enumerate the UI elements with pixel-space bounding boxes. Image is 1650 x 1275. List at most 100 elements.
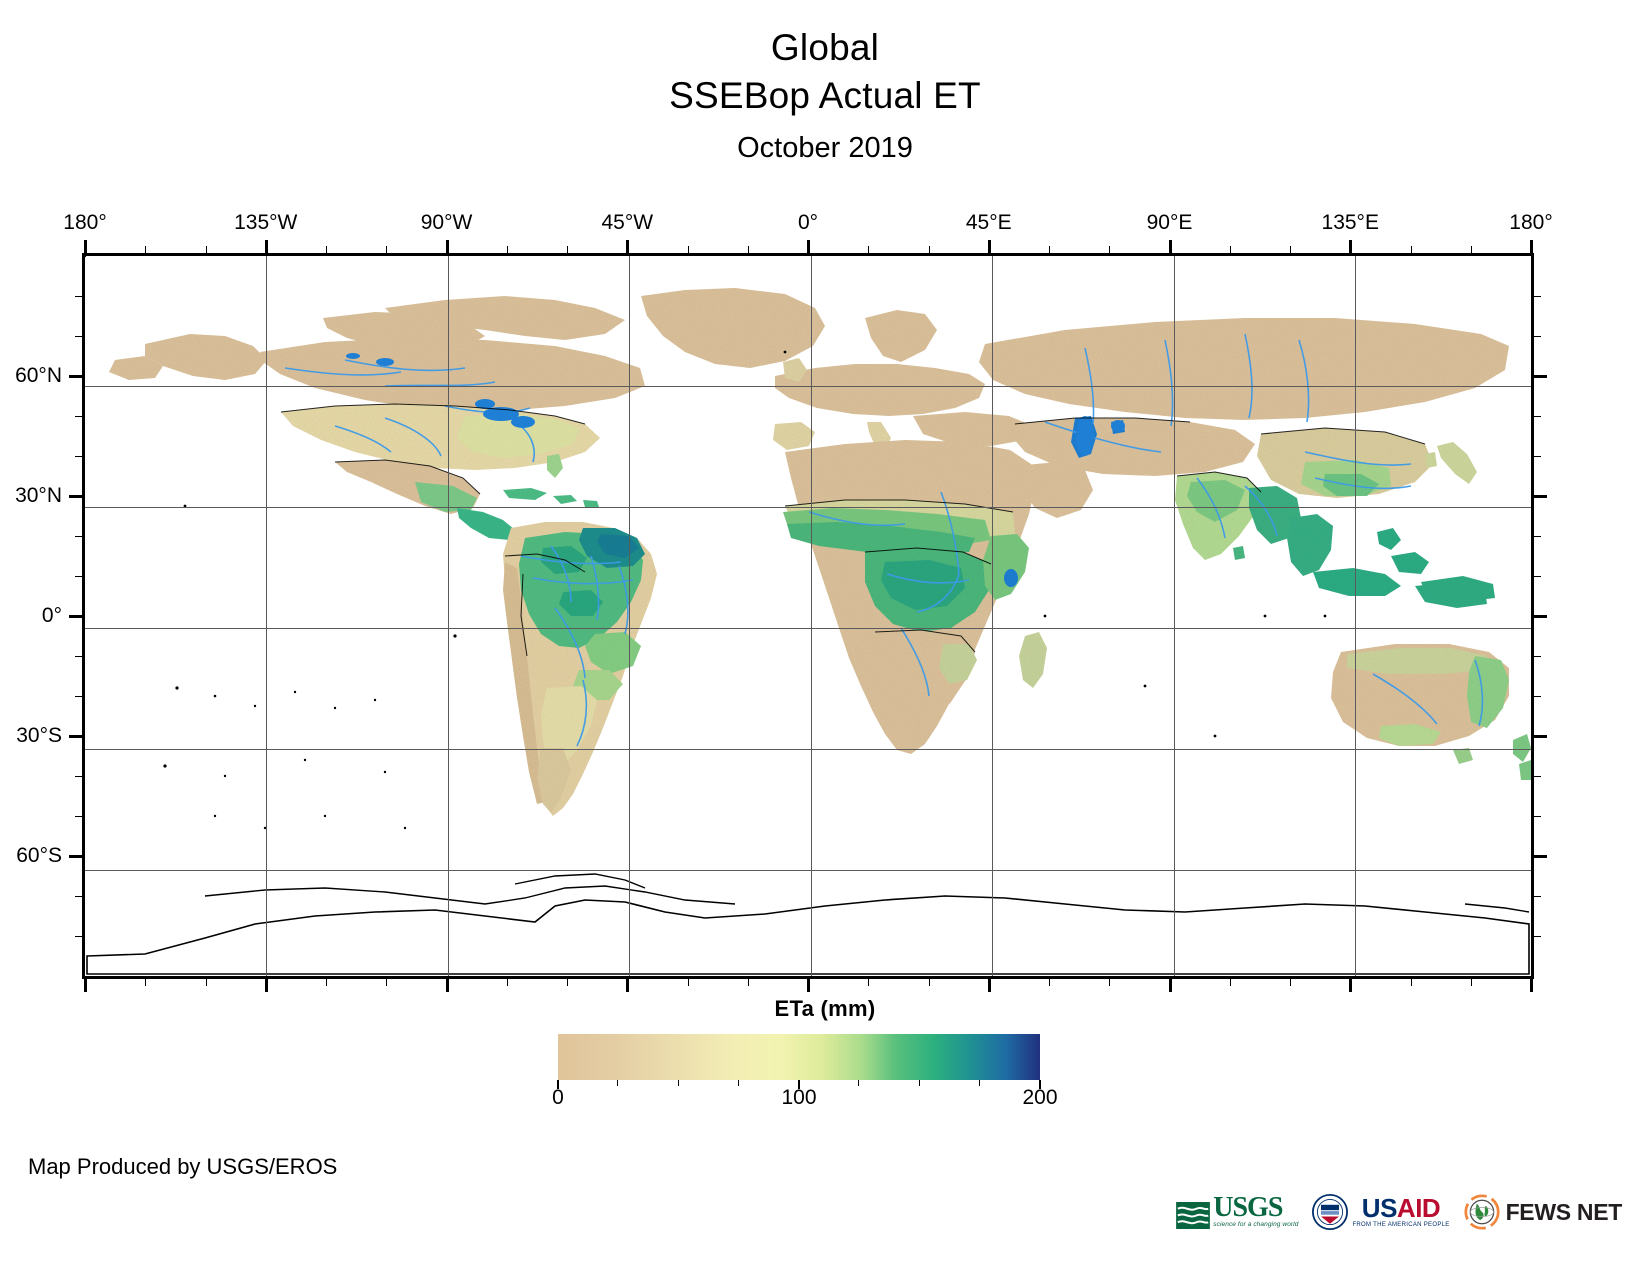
- lon-major-tick: [1168, 240, 1172, 253]
- lat-minor-tick: [75, 696, 82, 697]
- usaid-word-aid: AID: [1396, 1192, 1441, 1223]
- usaid-wordmark: USAID: [1361, 1192, 1441, 1223]
- lon-major-tick: [626, 240, 630, 253]
- usgs-tagline: science for a changing world: [1213, 1221, 1299, 1228]
- lat-major-tick: [1534, 855, 1547, 858]
- lat-minor-tick: [1534, 576, 1541, 577]
- gridline-lon-135: [1355, 256, 1356, 976]
- colorbar-major-tick: [557, 1080, 559, 1089]
- lon-major-tick: [807, 240, 810, 253]
- gridline-lat-60n: [85, 386, 1531, 387]
- lon-minor-tick: [386, 979, 388, 986]
- colorbar-minor-tick: [617, 1080, 619, 1086]
- lon-minor-tick: [1470, 246, 1472, 253]
- lat-minor-tick: [1534, 296, 1541, 297]
- lon-minor-tick: [386, 246, 388, 253]
- title-block: Global SSEBop Actual ET October 2019: [0, 24, 1650, 170]
- lat-minor-tick: [1534, 416, 1541, 417]
- lon-label: 0°: [797, 211, 819, 234]
- lat-minor-tick: [1534, 816, 1541, 817]
- lon-label: 45°E: [965, 211, 1012, 234]
- lat-major-tick: [69, 375, 82, 378]
- lat-label: 60°N: [15, 364, 62, 387]
- map-canvas: [85, 256, 1531, 976]
- lon-minor-tick: [1049, 246, 1050, 253]
- lon-minor-tick: [145, 246, 147, 253]
- lat-label: 60°S: [16, 844, 62, 867]
- lat-minor-tick: [1534, 336, 1541, 337]
- lat-major-tick: [69, 735, 82, 738]
- usgs-wordmark: USGS: [1213, 1192, 1283, 1223]
- lon-minor-tick: [326, 246, 327, 253]
- page-title-line-2: SSEBop Actual ET: [669, 75, 981, 116]
- fews-net-logo[interactable]: FEWS NET: [1464, 1194, 1622, 1230]
- colorbar-minor-tick: [978, 1080, 980, 1086]
- gridline-lon--135: [266, 256, 267, 976]
- colorbar-minor-tick: [737, 1080, 739, 1086]
- gridline-lon-45: [992, 256, 993, 976]
- lon-minor-tick: [145, 979, 147, 986]
- lakes-layer: [346, 353, 1125, 456]
- legend: ETa (mm): [0, 996, 1650, 1022]
- gridline-lon-90: [1174, 256, 1175, 976]
- landmass-europe: [773, 310, 1033, 452]
- page-subtitle-date: October 2019: [737, 132, 913, 164]
- colorbar-major-tick: [1039, 1080, 1041, 1089]
- lat-minor-tick: [75, 776, 82, 777]
- lat-major-tick: [69, 615, 82, 618]
- lon-major-tick: [1349, 979, 1353, 992]
- lon-minor-tick: [205, 246, 207, 253]
- lon-minor-tick: [205, 979, 207, 986]
- colorbar-gradient: [558, 1034, 1040, 1080]
- island-specks: [85, 256, 1327, 830]
- lon-label: 45°W: [601, 211, 654, 234]
- lon-minor-tick: [1229, 246, 1231, 253]
- colorbar-minor-tick: [918, 1080, 920, 1086]
- lat-minor-tick: [75, 336, 82, 337]
- lon-minor-tick: [747, 979, 749, 986]
- lon-minor-tick: [747, 246, 749, 253]
- lon-minor-tick: [1049, 979, 1050, 986]
- lat-minor-tick: [75, 656, 82, 657]
- lon-minor-tick: [1290, 246, 1291, 253]
- lat-minor-tick: [75, 576, 82, 577]
- lon-minor-tick: [868, 979, 870, 986]
- lon-minor-tick: [1290, 979, 1291, 986]
- world-map[interactable]: [82, 253, 1534, 979]
- lon-major-tick: [84, 240, 87, 253]
- lon-major-tick: [1530, 979, 1533, 992]
- lon-major-tick: [807, 979, 810, 992]
- usgs-logo[interactable]: USGS science for a changing world: [1176, 1192, 1299, 1229]
- colorbar-minor-tick: [677, 1080, 679, 1086]
- lon-minor-tick: [1410, 979, 1412, 986]
- lat-minor-tick: [1534, 696, 1541, 697]
- fews-net-wordmark: FEWS NET: [1505, 1198, 1623, 1225]
- lat-major-tick: [69, 495, 82, 498]
- usaid-logo[interactable]: USAID FROM THE AMERICAN PEOPLE: [1312, 1194, 1449, 1230]
- lat-minor-tick: [75, 456, 82, 457]
- lat-major-tick: [1534, 735, 1547, 738]
- lat-minor-tick: [1534, 896, 1541, 897]
- colorbar-minor-tick: [858, 1080, 860, 1086]
- lon-minor-tick: [868, 246, 870, 253]
- lat-major-tick: [69, 855, 82, 858]
- lon-minor-tick: [1410, 246, 1412, 253]
- lat-major-tick: [1534, 615, 1547, 618]
- lat-minor-tick: [75, 416, 82, 417]
- lat-label: 30°N: [15, 484, 62, 507]
- lat-minor-tick: [75, 816, 82, 817]
- gridline-lon--45: [629, 256, 630, 976]
- lat-minor-tick: [75, 896, 82, 897]
- colorbar[interactable]: [558, 1034, 1040, 1080]
- gridline-lat-60s: [85, 870, 1531, 871]
- lon-label: 90°W: [420, 211, 473, 234]
- lon-minor-tick: [506, 246, 508, 253]
- lat-minor-tick: [75, 536, 82, 537]
- rivers-layer: [284, 333, 1484, 747]
- legend-title: ETa (mm): [774, 996, 876, 1021]
- lon-minor-tick: [928, 979, 930, 986]
- colorbar-major-tick: [798, 1080, 800, 1089]
- lon-minor-tick: [1229, 979, 1231, 986]
- usaid-word-us: US: [1361, 1192, 1398, 1223]
- usgs-wave-icon: [1176, 1202, 1211, 1229]
